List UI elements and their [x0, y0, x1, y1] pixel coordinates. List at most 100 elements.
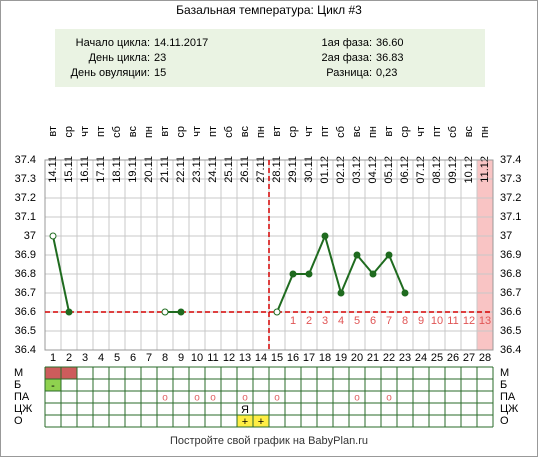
weekday-label: вт: [271, 126, 283, 137]
x-tick-label: 18: [319, 352, 331, 364]
info-label: 1ая фаза:: [321, 37, 372, 49]
y-tick-label-right: 37.1: [500, 211, 521, 223]
row-label-right: ЦЖ: [500, 403, 518, 415]
date-label: 20.11: [143, 156, 155, 183]
date-label: 28.11: [271, 156, 283, 183]
date-label: 22.11: [175, 156, 187, 183]
weekday-label: ср: [63, 126, 75, 138]
weekday-label: вс: [463, 126, 475, 138]
data-point: [337, 289, 345, 297]
date-label: 23.11: [191, 156, 203, 183]
weekday-label: пн: [367, 126, 379, 138]
x-tick-label: 15: [271, 352, 283, 364]
y-tick-label: 36.7: [15, 287, 36, 299]
x-tick-label: 14: [255, 352, 267, 364]
phase-day-label: 5: [354, 315, 360, 327]
phase-day-label: 6: [370, 315, 376, 327]
date-label: 19.11: [127, 156, 139, 183]
row-label: ПА: [14, 391, 30, 403]
x-tick-label: 13: [239, 352, 251, 364]
x-tick-label: 11: [207, 352, 218, 364]
date-label: 24.11: [207, 156, 219, 183]
x-tick-label: 25: [431, 352, 443, 364]
x-tick-label: 17: [303, 352, 315, 364]
phase-day-label: 13: [479, 315, 491, 327]
y-tick-label-right: 36.7: [500, 287, 521, 299]
data-point: [177, 308, 185, 316]
weekday-label: сб: [223, 126, 235, 138]
x-tick-label: 6: [130, 352, 136, 364]
x-tick-label: 26: [447, 352, 459, 364]
weekday-label: вс: [127, 126, 139, 138]
date-label: 06.12: [399, 156, 411, 184]
row-cell: [61, 367, 77, 379]
y-tick-label-right: 37.3: [500, 173, 521, 185]
x-tick-label: 7: [146, 352, 152, 364]
x-tick-label: 9: [178, 352, 184, 364]
weekday-label: вс: [239, 126, 251, 138]
weekday-label: пт: [319, 126, 331, 137]
x-tick-label: 27: [463, 352, 475, 364]
x-tick-label: 4: [98, 352, 104, 364]
date-label: 05.12: [383, 156, 395, 184]
row-mark: o: [242, 393, 248, 404]
info-label: Разница:: [326, 67, 372, 79]
date-label: 01.12: [319, 156, 331, 184]
x-tick-label: 5: [114, 352, 120, 364]
row-label: О: [14, 415, 23, 427]
y-tick-label-right: 37: [500, 230, 512, 242]
data-point: [321, 232, 329, 240]
weekday-label: пн: [255, 126, 267, 138]
row-mark: o: [162, 393, 168, 404]
date-label: 25.11: [223, 156, 235, 183]
info-box: [55, 29, 485, 87]
row-cell: [45, 367, 61, 379]
x-tick-label: 21: [367, 352, 379, 364]
info-label: Начало цикла:: [76, 37, 150, 49]
y-tick-label-right: 36.9: [500, 249, 521, 261]
date-label: 11.12: [479, 156, 491, 183]
row-cell: [45, 379, 61, 391]
footer: Постройте свой график на BabyPlan.ru: [170, 435, 368, 447]
info-value: 14.11.2017: [154, 37, 208, 49]
phase-day-label: 7: [386, 315, 392, 327]
row-cell: [253, 415, 269, 427]
date-label: 17.11: [95, 156, 107, 183]
y-tick-label: 37.1: [15, 211, 36, 223]
weekday-label: пт: [95, 126, 107, 137]
date-label: 30.11: [303, 156, 315, 183]
x-tick-label: 1: [50, 352, 56, 364]
weekday-label: пт: [207, 126, 219, 137]
row-mark: -: [51, 380, 55, 392]
data-point: [385, 251, 393, 259]
y-tick-label-right: 36.6: [500, 306, 521, 318]
weekday-label: вс: [351, 126, 363, 138]
chart-title: Базальная температура: Цикл #3: [176, 3, 362, 17]
y-tick-label: 36.5: [15, 325, 36, 337]
date-label: 07.12: [415, 156, 427, 184]
y-tick-label: 36.4: [15, 344, 36, 356]
date-label: 27.11: [255, 156, 267, 183]
data-point: [369, 270, 377, 278]
date-label: 29.11: [287, 156, 299, 183]
phase-day-label: 8: [402, 315, 408, 327]
row-label: Б: [14, 379, 21, 391]
weekday-label: пн: [143, 126, 155, 138]
row-mark: o: [274, 393, 280, 404]
date-label: 10.12: [463, 156, 475, 184]
weekday-label: вт: [159, 126, 171, 137]
row-mark: o: [354, 393, 360, 404]
weekday-label: сб: [111, 126, 123, 138]
phase-day-label: 4: [338, 315, 344, 327]
x-tick-label: 16: [287, 352, 299, 364]
info-value: 15: [154, 67, 166, 79]
y-tick-label: 37.4: [15, 154, 36, 166]
weekday-label: чт: [415, 126, 427, 137]
y-tick-label-right: 36.8: [500, 268, 521, 280]
row-mark: o: [386, 393, 392, 404]
date-label: 21.11: [159, 156, 171, 183]
date-label: 18.11: [111, 156, 123, 183]
row-label-right: ПА: [500, 391, 516, 403]
